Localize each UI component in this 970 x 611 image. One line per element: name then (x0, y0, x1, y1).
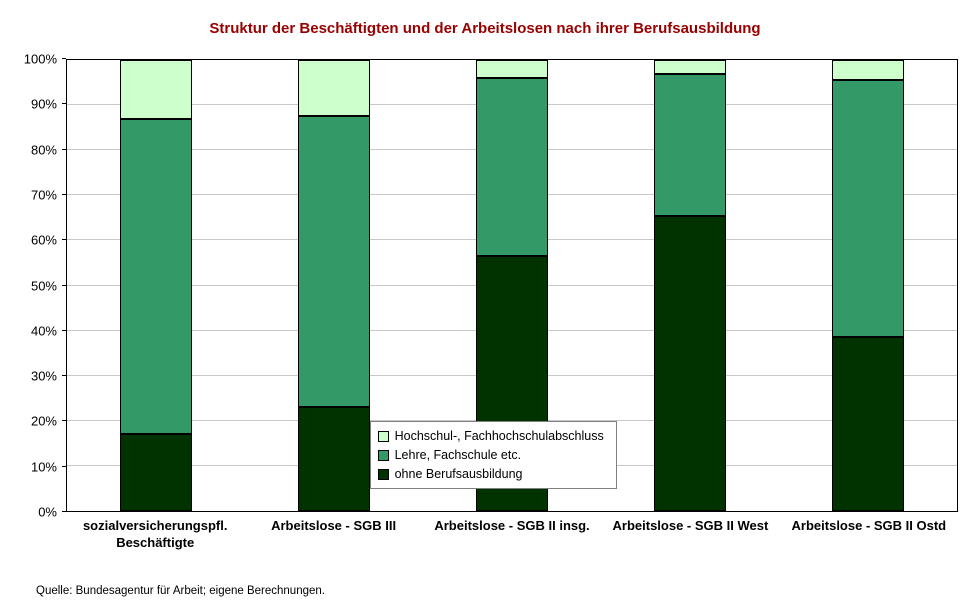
legend-label: Lehre, Fachschule etc. (394, 448, 522, 462)
bar-segment (832, 80, 904, 338)
bar-segment (298, 60, 370, 117)
y-tick-mark (62, 103, 66, 105)
y-tick-label: 20% (30, 413, 57, 429)
bar-slot (245, 60, 423, 511)
stacked-bar (298, 60, 370, 511)
y-tick-mark (62, 375, 66, 377)
bar-slot (779, 60, 957, 511)
y-tick-label: 10% (30, 459, 57, 475)
bar-segment (298, 116, 370, 408)
y-tick-mark (62, 193, 66, 195)
x-category-label: Arbeitslose - SGB III (271, 518, 397, 533)
bars (67, 60, 957, 511)
stacked-bar (654, 60, 726, 511)
y-tick-label: 0% (38, 504, 57, 520)
y-tick-label: 80% (30, 142, 57, 158)
bar-segment (476, 78, 548, 257)
y-tick-mark (62, 329, 66, 331)
y-tick-mark (62, 148, 66, 150)
bar-slot (601, 60, 779, 511)
y-tick-mark (62, 284, 66, 286)
y-tick-label: 90% (30, 96, 57, 112)
legend-swatch (377, 468, 389, 480)
stacked-bar (120, 60, 192, 511)
bar-segment (832, 60, 904, 81)
legend-label: Hochschul-, Fachhochschulabschluss (394, 429, 604, 443)
y-tick-label: 100% (23, 51, 57, 67)
y-tick-label: 50% (30, 278, 57, 293)
y-tick-mark (62, 511, 66, 512)
y-tick-mark (62, 420, 66, 422)
y-tick-label: 40% (30, 323, 57, 339)
plot-column: Hochschul-, Fachhochschulabschluss Lehre,… (66, 59, 958, 552)
x-category-label: Arbeitslose - SGB II Ostd (791, 518, 947, 533)
bar-segment (298, 407, 370, 511)
y-tick-mark (62, 465, 66, 467)
chart-title: Struktur der Beschäftigten und der Arbei… (209, 20, 761, 37)
bar-segment (476, 60, 548, 79)
source-note: Quelle: Bundesagentur für Arbeit; eigene… (36, 585, 325, 597)
y-tick-label: 70% (30, 187, 57, 203)
bar-segment (654, 73, 726, 216)
legend-swatch (377, 449, 389, 461)
legend: Hochschul-, Fachhochschulabschluss Lehre,… (369, 421, 617, 489)
bar-segment (654, 215, 726, 511)
y-tick-label: 60% (30, 232, 57, 248)
x-category-label: sozialversicherungspfl. Beschäftigte (82, 518, 228, 550)
x-category-label: Arbeitslose - SGB II West (612, 518, 769, 533)
x-category-label: Arbeitslose - SGB II insg. (434, 518, 590, 533)
bar-slot (67, 60, 245, 511)
bar-segment (120, 60, 192, 119)
legend-item: Hochschul-, Fachhochschulabschluss (377, 429, 604, 443)
y-tick-label: 30% (30, 368, 57, 384)
legend-item: Lehre, Fachschule etc. (377, 448, 604, 462)
legend-item: ohne Berufsausbildung (377, 467, 604, 481)
bar-segment (654, 60, 726, 74)
bar-segment (120, 118, 192, 435)
chart-body: 0% 10% 20% 30% 40% 50% 60% 70% 80% 90% 100% Hochsc… (8, 52, 958, 552)
y-tick-mark (62, 58, 66, 59)
y-tick-mark (62, 239, 66, 241)
y-axis: 0% 10% 20% 30% 40% 50% 60% 70% 80% 90% 100% (8, 52, 66, 520)
bar-segment (120, 434, 192, 511)
legend-label: ohne Berufsausbildung (394, 467, 523, 481)
legend-swatch (377, 430, 389, 442)
x-axis: sozialversicherungspfl. Beschäftigte Arbe… (66, 518, 958, 552)
stacked-bar (832, 60, 904, 511)
plot-area: Hochschul-, Fachhochschulabschluss Lehre,… (66, 59, 958, 512)
bar-segment (832, 337, 904, 511)
